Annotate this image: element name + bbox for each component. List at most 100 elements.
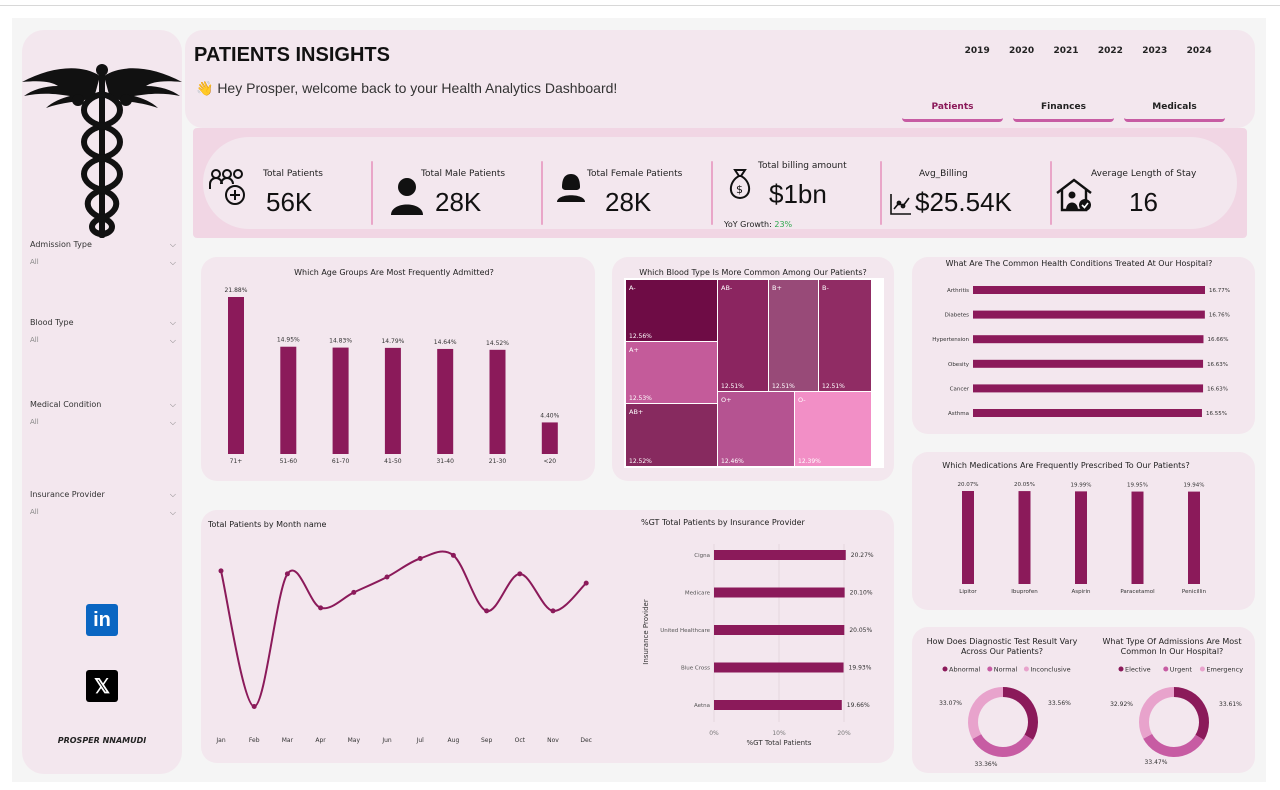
chevron-down-icon[interactable]: ⌵ xyxy=(169,240,176,249)
linkedin-icon[interactable]: in xyxy=(86,604,118,636)
year-2022[interactable]: 2022 xyxy=(1097,46,1123,56)
kpi-billing-value: $1bn xyxy=(769,179,827,209)
treemap-value-label: 12.53% xyxy=(629,395,652,402)
admission-legend-dot xyxy=(1163,666,1169,672)
treemap-category-label: AB+ xyxy=(629,408,643,416)
year-2019[interactable]: 2019 xyxy=(964,46,990,56)
age-bar xyxy=(384,347,401,454)
test-result-segment xyxy=(972,733,1034,757)
condition-category-label: Asthma xyxy=(948,411,969,417)
medication-value-label: 19.94% xyxy=(1184,483,1205,489)
blood-type-card: Which Blood Type Is More Common Among Ou… xyxy=(612,257,894,481)
kpi-total-patients-label: Total Patients xyxy=(263,169,323,179)
age-bar xyxy=(489,349,506,454)
kpi-divider xyxy=(880,161,882,225)
age-bar xyxy=(280,346,297,454)
medication-bar xyxy=(1188,491,1200,584)
chevron-down-icon[interactable]: ⌵ xyxy=(169,418,176,427)
hospital-stay-icon xyxy=(1056,178,1092,212)
monthly-point xyxy=(318,605,324,611)
treemap-value-label: 12.51% xyxy=(772,383,795,390)
treemap-cell xyxy=(626,342,717,403)
treemap-value-label: 12.51% xyxy=(721,383,744,390)
medication-bar xyxy=(1018,491,1031,584)
kpi-divider xyxy=(1050,161,1052,225)
condition-category-label: Obesity xyxy=(948,362,970,368)
kpi-avg-stay-label: Average Length of Stay xyxy=(1091,169,1197,179)
condition-bar xyxy=(973,286,1205,294)
insurance-category-label: Aetna xyxy=(694,703,710,709)
monthly-insurance-card: Total Patients by Month name %GT Total P… xyxy=(201,510,894,763)
filter-label: Insurance Provider xyxy=(30,490,105,499)
age-category-label: 51-60 xyxy=(280,458,298,465)
medications-card: Which Medications Are Frequently Prescri… xyxy=(912,452,1255,610)
age-bar xyxy=(437,348,454,454)
chevron-down-icon[interactable]: ⌵ xyxy=(169,336,176,345)
chevron-down-icon[interactable]: ⌵ xyxy=(169,400,176,409)
insurance-value-label: 19.66% xyxy=(847,702,870,709)
condition-category-label: Hypertension xyxy=(932,337,969,343)
x-twitter-icon[interactable]: 𝕏 xyxy=(86,670,118,702)
treemap-value-label: 12.39% xyxy=(798,458,821,465)
chevron-down-icon[interactable]: ⌵ xyxy=(169,508,176,517)
filter-blood-type[interactable]: Blood Type ⌵ All ⌵ xyxy=(30,318,176,346)
conditions-title: What Are The Common Health Conditions Tr… xyxy=(945,259,1213,268)
condition-value-label: 16.77% xyxy=(1209,288,1230,294)
condition-category-label: Arthritis xyxy=(947,288,969,294)
chevron-down-icon[interactable]: ⌵ xyxy=(169,490,176,499)
year-slicer: 2019 2020 2021 2022 2023 2024 xyxy=(955,46,1221,56)
chevron-down-icon[interactable]: ⌵ xyxy=(169,258,176,267)
year-2024[interactable]: 2024 xyxy=(1186,46,1212,56)
medication-value-label: 19.99% xyxy=(1071,482,1092,488)
age-bar-label: 14.83% xyxy=(329,338,352,345)
admission-legend-label: Elective xyxy=(1125,666,1151,674)
test-result-legend-dot xyxy=(1023,666,1029,672)
year-2023[interactable]: 2023 xyxy=(1142,46,1168,56)
insurance-bar xyxy=(714,587,845,598)
chevron-down-icon[interactable]: ⌵ xyxy=(169,318,176,327)
age-category-label: 71+ xyxy=(230,458,243,465)
monthly-point xyxy=(284,571,290,577)
tab-patients[interactable]: Patients xyxy=(902,102,1003,122)
monthly-point xyxy=(450,552,456,558)
filter-medical-condition[interactable]: Medical Condition ⌵ All ⌵ xyxy=(30,400,176,428)
condition-bar xyxy=(973,384,1204,393)
admission-legend-label: Urgent xyxy=(1170,666,1193,674)
monthly-line xyxy=(220,550,587,708)
filter-admission-type[interactable]: Admission Type ⌵ All ⌵ xyxy=(30,240,176,268)
age-groups-card: Which Age Groups Are Most Frequently Adm… xyxy=(201,257,595,481)
author-name: PROSPER NNAMUDI xyxy=(57,736,147,745)
tab-medicals[interactable]: Medicals xyxy=(1124,102,1225,122)
kpi-avg-stay-value: 16 xyxy=(1129,187,1158,217)
month-label: Sep xyxy=(481,737,493,744)
medications-title: Which Medications Are Frequently Prescri… xyxy=(942,461,1190,470)
age-category-label: <20 xyxy=(543,458,556,465)
patients-group-icon xyxy=(209,169,245,205)
admission-legend-label: Emergency xyxy=(1206,666,1243,674)
donut-charts: Abnormal Normal Inconclusive 33.56% 33.36% 33… xyxy=(939,666,1243,769)
kpi-divider xyxy=(371,161,373,225)
age-bar-label: 4.40% xyxy=(540,412,559,419)
medication-bar xyxy=(1075,491,1087,584)
medication-category-label: Penicillin xyxy=(1182,589,1207,595)
condition-value-label: 16.66% xyxy=(1207,337,1228,343)
treemap-category-label: B+ xyxy=(772,284,782,292)
year-2021[interactable]: 2021 xyxy=(1053,46,1079,56)
age-bar-label: 14.95% xyxy=(277,337,300,344)
svg-text:$: $ xyxy=(736,183,743,196)
treemap-category-label: AB- xyxy=(721,284,733,292)
tab-finances[interactable]: Finances xyxy=(1013,102,1114,122)
treemap-cell xyxy=(626,404,717,466)
year-2020[interactable]: 2020 xyxy=(1009,46,1035,56)
month-label: Mar xyxy=(282,737,294,744)
insurance-bar xyxy=(714,700,842,710)
insurance-ylabel: Insurance Provider xyxy=(642,599,650,665)
monthly-point xyxy=(351,589,357,595)
insurance-xlabel: %GT Total Patients xyxy=(747,739,812,747)
admission-legend-dot xyxy=(1118,666,1124,672)
female-patient-icon xyxy=(557,174,585,202)
filter-insurance-provider[interactable]: Insurance Provider ⌵ All ⌵ xyxy=(30,490,176,518)
kpi-male-patients-label: Total Male Patients xyxy=(421,169,506,179)
insurance-value-label: 20.27% xyxy=(851,552,874,559)
monthly-point xyxy=(583,580,589,586)
